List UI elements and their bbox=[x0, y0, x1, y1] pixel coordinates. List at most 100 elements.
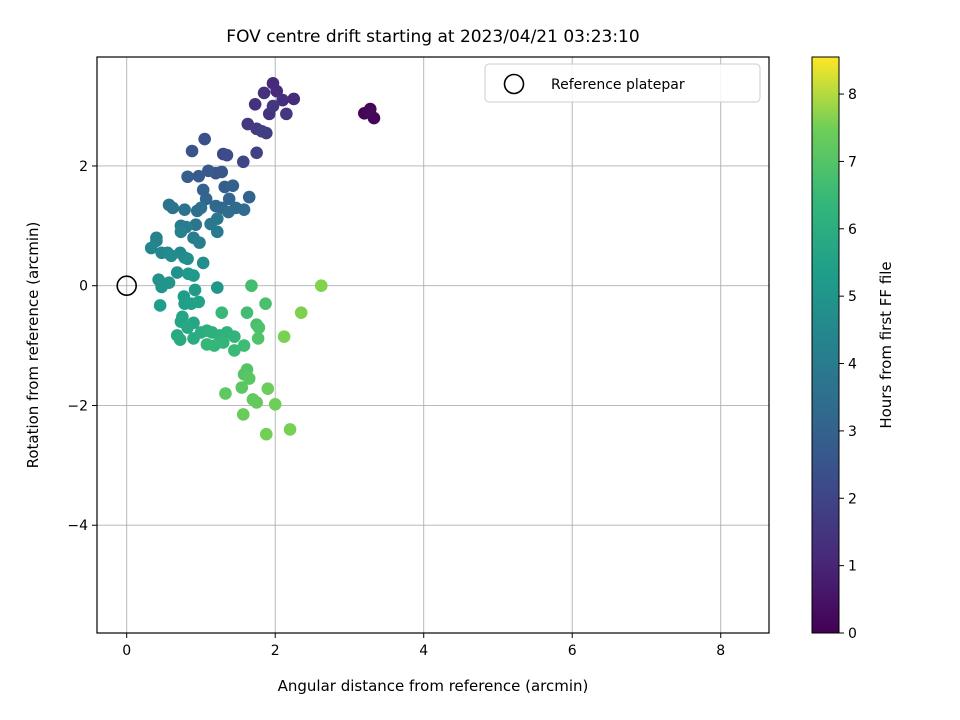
data-point bbox=[362, 105, 376, 119]
colorbar-tick-label: 5 bbox=[848, 289, 857, 305]
x-tick-label: 6 bbox=[568, 643, 577, 659]
data-point bbox=[189, 218, 203, 231]
data-point bbox=[314, 279, 328, 293]
data-point bbox=[202, 164, 215, 178]
data-point bbox=[192, 295, 206, 309]
data-point bbox=[210, 225, 224, 239]
data-point bbox=[259, 427, 273, 441]
data-point bbox=[173, 333, 187, 346]
data-point bbox=[255, 124, 269, 138]
x-tick-label: 2 bbox=[271, 643, 280, 659]
legend-entry: Reference platepar bbox=[551, 77, 685, 93]
data-point bbox=[194, 201, 208, 215]
x-tick-label: 0 bbox=[122, 643, 131, 659]
chart-title: FOV centre drift starting at 2023/04/21 … bbox=[226, 27, 639, 47]
data-point bbox=[257, 86, 271, 100]
colorbar-tick-label: 1 bbox=[848, 559, 857, 575]
x-axis-ticks: 0 2 4 6 8 bbox=[122, 633, 725, 659]
data-point bbox=[276, 93, 289, 107]
colorbar-tick-label: 0 bbox=[848, 626, 857, 642]
data-point bbox=[252, 321, 266, 334]
data-point bbox=[226, 179, 240, 193]
data-point bbox=[222, 205, 235, 219]
legend: Reference platepar bbox=[484, 63, 761, 103]
data-point bbox=[187, 269, 200, 282]
data-point bbox=[236, 408, 250, 421]
data-point bbox=[228, 344, 241, 357]
data-point bbox=[196, 256, 210, 270]
data-point bbox=[155, 280, 168, 294]
x-tick-label: 4 bbox=[419, 643, 428, 659]
data-point bbox=[277, 330, 291, 343]
data-point bbox=[198, 132, 211, 146]
y-tick-label: −4 bbox=[67, 518, 88, 534]
legend-marker-icon bbox=[503, 73, 525, 95]
reference-platepar-marker bbox=[116, 275, 138, 297]
data-point bbox=[250, 146, 263, 160]
y-tick-label: −2 bbox=[67, 398, 88, 414]
data-point bbox=[261, 382, 275, 396]
data-point bbox=[170, 266, 184, 279]
data-point bbox=[210, 212, 224, 225]
colorbar-tick-label: 2 bbox=[848, 491, 857, 507]
data-point bbox=[259, 297, 272, 310]
colorbar-tick-label: 4 bbox=[848, 357, 857, 373]
data-point bbox=[287, 92, 301, 106]
data-point bbox=[193, 236, 206, 249]
data-point bbox=[268, 397, 282, 411]
data-point bbox=[210, 281, 224, 294]
data-point bbox=[181, 321, 194, 334]
data-point bbox=[248, 98, 262, 111]
x-tick-label: 8 bbox=[716, 643, 725, 659]
data-point bbox=[251, 332, 265, 345]
grid bbox=[97, 57, 769, 633]
colorbar-label: Hours from first FF file bbox=[877, 261, 895, 428]
data-point bbox=[181, 170, 194, 184]
data-point bbox=[215, 165, 229, 179]
data-point bbox=[283, 423, 297, 436]
x-axis-label: Angular distance from reference (arcmin) bbox=[278, 677, 589, 695]
data-point bbox=[242, 190, 256, 204]
data-point bbox=[220, 148, 234, 162]
data-point bbox=[185, 144, 199, 158]
data-point bbox=[166, 201, 180, 215]
plot-frame bbox=[96, 56, 770, 634]
data-point bbox=[235, 381, 249, 394]
data-point bbox=[228, 330, 241, 343]
data-point bbox=[237, 203, 251, 216]
y-axis-label: Rotation from reference (arcmin) bbox=[24, 222, 42, 469]
data-point bbox=[280, 107, 293, 121]
data-point bbox=[164, 249, 178, 263]
data-point bbox=[222, 192, 236, 206]
data-point bbox=[242, 372, 256, 385]
data-point bbox=[174, 225, 188, 239]
colorbar-tick-label: 3 bbox=[848, 424, 857, 440]
colorbar-tick-label: 6 bbox=[848, 222, 857, 238]
points-layer bbox=[144, 77, 381, 441]
data-point bbox=[144, 241, 158, 255]
data-point bbox=[237, 339, 251, 352]
data-point bbox=[240, 306, 254, 319]
colorbar-tick-label: 7 bbox=[848, 154, 857, 170]
colorbar-ticks: 0 1 2 3 4 5 6 7 8 bbox=[839, 87, 857, 642]
data-point bbox=[245, 279, 258, 293]
data-point bbox=[250, 396, 263, 409]
y-axis-ticks: −4 −2 0 2 bbox=[67, 159, 97, 534]
data-point bbox=[181, 252, 194, 266]
data-point bbox=[270, 84, 283, 98]
y-tick-label: 2 bbox=[79, 159, 88, 175]
data-point bbox=[153, 299, 167, 312]
colorbar-tick-label: 8 bbox=[848, 87, 857, 103]
data-point bbox=[215, 306, 229, 319]
data-point bbox=[178, 203, 191, 216]
data-point bbox=[294, 306, 308, 319]
legend-box bbox=[484, 63, 761, 103]
data-point bbox=[219, 387, 232, 400]
colorbar-gradient bbox=[811, 56, 840, 634]
data-point bbox=[200, 338, 214, 351]
data-point bbox=[192, 169, 206, 183]
y-tick-label: 0 bbox=[79, 279, 88, 295]
data-point bbox=[188, 283, 202, 297]
colorbar: 0 1 2 3 4 5 6 7 8 Hours from first FF file bbox=[811, 56, 895, 642]
